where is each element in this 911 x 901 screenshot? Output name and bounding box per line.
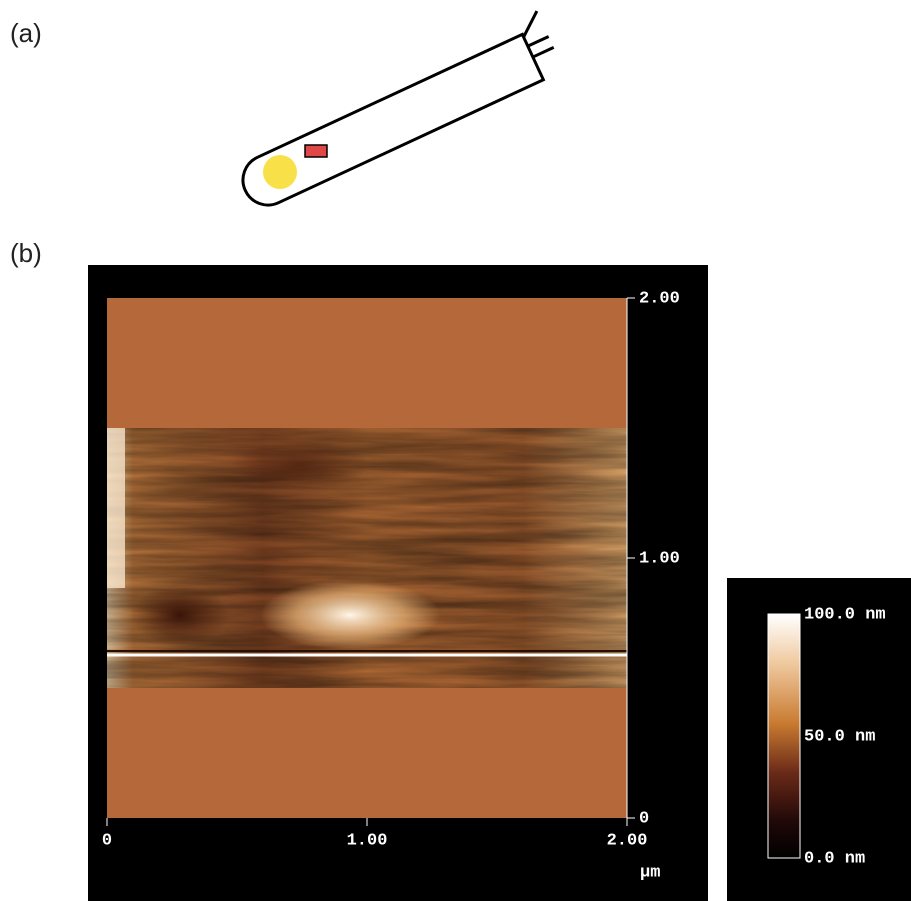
- x-tick-label: 2.00: [607, 831, 648, 850]
- figure: (a) (b) 0 1.00 2.00 μm 2.00 1.00 0 100.0 nm 50.0…: [0, 0, 911, 901]
- x-tick-label: 1.00: [347, 831, 388, 850]
- y-tick-label: 0: [639, 809, 649, 828]
- panel-label: (a): [10, 18, 42, 48]
- afm-image: [88, 265, 708, 901]
- x-tick-label: 0: [102, 831, 112, 850]
- panel-label: (b): [10, 238, 42, 268]
- colorbar-label: 0.0 nm: [804, 849, 865, 868]
- colorbar-label: 100.0 nm: [804, 605, 886, 624]
- x-unit: μm: [640, 863, 660, 882]
- colorbar-label: 50.0 nm: [804, 727, 875, 746]
- y-tick-label: 2.00: [639, 289, 680, 308]
- cantilever: [228, 11, 564, 213]
- y-tick-label: 1.00: [639, 549, 680, 568]
